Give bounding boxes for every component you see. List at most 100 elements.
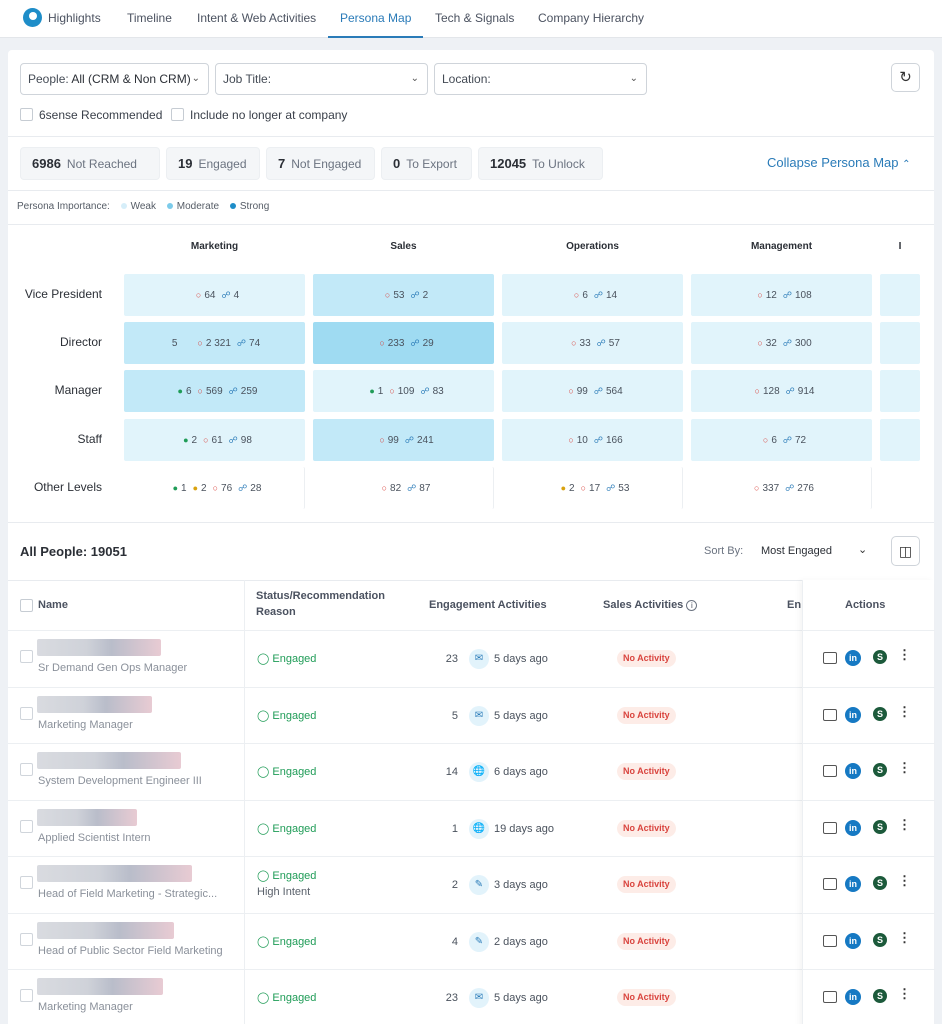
persona-cell[interactable]: ○ 64 ☍ 4 <box>124 274 305 316</box>
sales-navigator-icon[interactable]: S <box>873 763 887 777</box>
linkedin-icon[interactable]: in <box>845 932 861 949</box>
persona-cell[interactable]: ● 6 ○ 569 ☍ 259 <box>124 370 305 412</box>
email-icon[interactable] <box>823 652 837 664</box>
table-row[interactable]: Head of Public Sector Field Marketing ◯ E… <box>8 912 934 969</box>
select-all-checkbox[interactable] <box>20 599 33 612</box>
table-row[interactable]: System Development Engineer III ◯ Engaged… <box>8 743 934 799</box>
stat-to-unlock[interactable]: 12045 To Unlock <box>478 147 603 180</box>
table-row[interactable]: Marketing Manager ◯ Engaged 23 ✉ 5 days ago N… <box>8 969 934 1024</box>
tab-tech-signals[interactable]: Tech & Signals <box>435 11 515 25</box>
persona-cell[interactable]: ○ 33 ☍ 57 <box>502 322 683 364</box>
stat-engaged[interactable]: 19 Engaged <box>166 147 260 180</box>
last-engaged: 2 days ago <box>494 935 548 948</box>
info-icon[interactable]: i <box>686 600 698 611</box>
persona-cell-partial[interactable] <box>880 274 920 316</box>
stat-not-engaged[interactable]: 7 Not Engaged <box>266 147 375 180</box>
persona-cell[interactable]: ○ 12 ☍ 108 <box>691 274 872 316</box>
sales-navigator-icon[interactable]: S <box>873 706 887 721</box>
tab-intent-web-activities[interactable]: Intent & Web Activities <box>197 11 317 25</box>
row-checkbox[interactable] <box>20 706 33 720</box>
row-checkbox[interactable] <box>20 819 33 833</box>
more-options-icon[interactable]: ⋮ <box>898 760 911 775</box>
column-header-sales[interactable]: Sales Activities i <box>603 599 698 611</box>
linkedin-icon[interactable]: in <box>845 763 861 779</box>
linkedin-icon[interactable]: in <box>845 876 861 892</box>
persona-cell[interactable]: ○ 337 ☍ 276 <box>691 467 872 509</box>
linkedin-icon[interactable]: in <box>845 706 861 723</box>
persona-cell[interactable]: ○ 99 ☍ 564 <box>502 370 683 412</box>
more-options-icon[interactable]: ⋮ <box>898 929 911 945</box>
sales-navigator-icon[interactable]: S <box>873 650 887 664</box>
more-options-icon[interactable]: ⋮ <box>898 873 911 888</box>
row-checkbox[interactable] <box>20 989 33 1002</box>
more-options-icon[interactable]: ⋮ <box>898 647 911 662</box>
sort-by-select[interactable]: Most Engaged <box>761 545 832 557</box>
row-checkbox[interactable] <box>20 763 33 776</box>
more-options-icon[interactable]: ⋮ <box>898 703 911 719</box>
lock-icon: ☍ <box>593 290 603 300</box>
persona-cell[interactable]: ○ 6 ☍ 14 <box>502 274 683 316</box>
persona-cell[interactable]: ○ 53 ☍ 2 <box>313 274 494 316</box>
linkedin-icon[interactable]: in <box>845 650 861 666</box>
collapse-persona-map-link[interactable]: Collapse Persona Map ⌃ <box>767 155 911 170</box>
persona-cell-partial[interactable] <box>880 467 920 509</box>
email-icon[interactable] <box>823 991 837 1003</box>
include-former-checkbox[interactable] <box>171 108 184 121</box>
persona-cell[interactable]: ● 2 ○ 61 ☍ 98 <box>124 419 305 461</box>
persona-cell-partial[interactable] <box>880 370 920 412</box>
persona-cell[interactable]: ○ 233 ☍ 29 <box>313 322 494 364</box>
columns-button[interactable]: ◫ <box>891 536 920 566</box>
tab-company-hierarchy[interactable]: Company Hierarchy <box>538 11 645 25</box>
chevron-down-icon[interactable]: ⌄ <box>858 544 868 556</box>
sales-navigator-icon[interactable]: S <box>873 876 887 890</box>
tab-highlights[interactable]: Highlights <box>48 11 101 25</box>
row-checkbox[interactable] <box>20 876 33 889</box>
refresh-button[interactable]: ↻ <box>891 63 920 92</box>
job-title-select[interactable]: Job Title: ⌄ <box>215 63 428 95</box>
row-checkbox[interactable] <box>20 650 33 663</box>
sales-navigator-icon[interactable]: S <box>873 932 887 947</box>
email-icon[interactable] <box>823 708 837 721</box>
persona-cell[interactable]: ● 2 ○ 17 ☍ 53 <box>502 467 683 509</box>
tab-persona-map[interactable]: Persona Map <box>328 0 424 38</box>
persona-cell[interactable]: ○ 32 ☍ 300 <box>691 322 872 364</box>
linkedin-icon[interactable]: in <box>845 819 861 836</box>
persona-cell[interactable]: ○ 128 ☍ 914 <box>691 370 872 412</box>
stat-not-reached[interactable]: 6986 Not Reached <box>20 147 160 180</box>
recommended-checkbox[interactable] <box>20 108 33 121</box>
people-filter-select[interactable]: People: All (CRM & Non CRM) ⌄ <box>20 63 209 95</box>
persona-cell[interactable]: ● 1 ● 2 ○ 76 ☍ 28 <box>124 467 305 509</box>
top-nav: Highlights Timeline Intent & Web Activit… <box>0 0 942 38</box>
row-checkbox[interactable] <box>20 932 33 946</box>
stat-to-export[interactable]: 0 To Export <box>381 147 472 180</box>
persona-cell[interactable]: ○ 6 ☍ 72 <box>691 419 872 461</box>
more-options-icon[interactable]: ⋮ <box>898 816 911 832</box>
table-row[interactable]: Sr Demand Gen Ops Manager ◯ Engaged 23 ✉ 5 d… <box>8 630 934 686</box>
email-icon[interactable] <box>823 765 837 777</box>
persona-cell[interactable]: ○ 99 ☍ 241 <box>313 419 494 461</box>
persona-cell[interactable]: ○ 82 ☍ 87 <box>313 467 494 509</box>
persona-column-header: Management <box>750 241 813 252</box>
table-row[interactable]: Head of Field Marketing - Strategic... ◯ … <box>8 856 934 912</box>
location-select[interactable]: Location: ⌄ <box>434 63 647 95</box>
column-header-status[interactable]: Status/Recommendation <box>256 590 385 602</box>
persona-cell[interactable]: 5 ○ 2 321 ☍ 74 <box>124 322 305 364</box>
email-icon[interactable] <box>823 821 837 834</box>
persona-cell-partial[interactable] <box>880 322 920 364</box>
persona-row-header: Vice President <box>24 287 102 301</box>
persona-cell[interactable]: ○ 10 ☍ 166 <box>502 419 683 461</box>
linkedin-icon[interactable]: in <box>845 989 861 1005</box>
sales-navigator-icon[interactable]: S <box>873 989 887 1003</box>
column-header-name[interactable]: Name <box>38 599 68 611</box>
tab-timeline[interactable]: Timeline <box>127 11 172 25</box>
all-people-title: All People: 19051 <box>20 544 127 559</box>
email-icon[interactable] <box>823 878 837 890</box>
table-row[interactable]: Marketing Manager ◯ Engaged 5 ✉ 5 days ago No… <box>8 686 934 743</box>
more-options-icon[interactable]: ⋮ <box>898 986 911 1001</box>
table-row[interactable]: Applied Scientist Intern ◯ Engaged 1 🌐 19 da… <box>8 799 934 856</box>
sales-navigator-icon[interactable]: S <box>873 819 887 834</box>
persona-cell-partial[interactable] <box>880 419 920 461</box>
persona-cell[interactable]: ● 1 ○ 109 ☍ 83 <box>313 370 494 412</box>
column-header-engagement[interactable]: Engagement Activities <box>429 599 547 611</box>
email-icon[interactable] <box>823 934 837 947</box>
